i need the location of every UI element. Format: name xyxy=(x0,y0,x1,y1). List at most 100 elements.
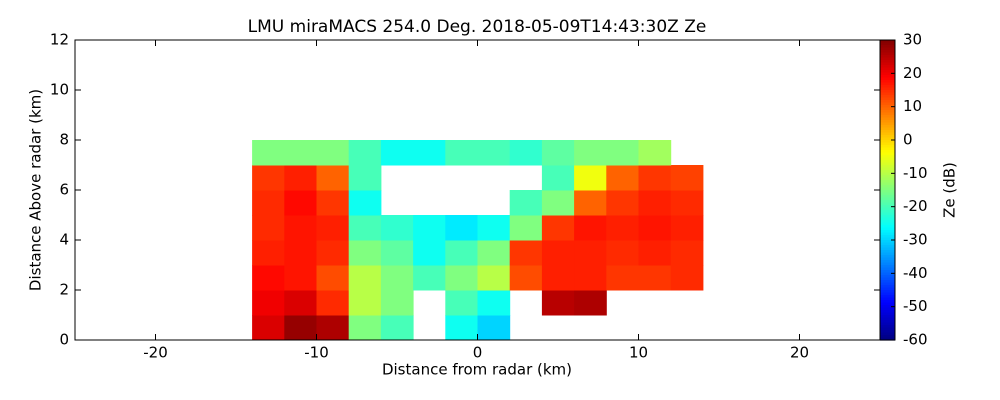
colorbar-swatch xyxy=(880,302,895,306)
cell xyxy=(477,240,511,266)
cell xyxy=(638,165,672,191)
colorbar-swatch xyxy=(880,135,895,139)
cell xyxy=(574,290,607,316)
colorbar-swatch xyxy=(880,97,895,101)
colorbar-swatch xyxy=(880,70,895,74)
colorbar-swatch xyxy=(880,210,895,214)
cell xyxy=(284,240,317,266)
colorbar-swatch xyxy=(880,195,895,199)
colorbar-swatch xyxy=(880,240,895,244)
colorbar-swatch xyxy=(880,215,895,219)
y-tick-label: 0 xyxy=(59,331,69,349)
colorbar-swatch xyxy=(880,245,895,249)
colorbar-swatch xyxy=(880,182,895,186)
colorbar-swatch xyxy=(880,92,895,96)
cell xyxy=(574,240,607,266)
colorbar-swatch xyxy=(880,282,895,286)
colorbar-swatch xyxy=(880,117,895,121)
cell xyxy=(541,290,575,316)
colorbar-swatch xyxy=(880,47,895,51)
cell xyxy=(413,140,446,166)
colorbar-swatch xyxy=(880,55,895,59)
cell xyxy=(670,240,704,266)
cell xyxy=(284,265,317,291)
colorbar-swatch xyxy=(880,62,895,66)
colorbar-swatch xyxy=(880,42,895,46)
colorbar-swatch xyxy=(880,105,895,109)
cell xyxy=(445,290,478,316)
colorbar-swatch xyxy=(880,52,895,56)
x-tick-label: -10 xyxy=(304,344,329,362)
cell xyxy=(541,240,575,266)
colorbar-swatch xyxy=(880,125,895,129)
cell xyxy=(574,190,607,216)
cell xyxy=(413,240,446,266)
cell xyxy=(348,215,382,241)
colorbar-tick-label: -30 xyxy=(903,231,928,249)
cell xyxy=(348,315,382,341)
y-tick-label: 4 xyxy=(59,231,69,249)
colorbar-swatch xyxy=(880,175,895,179)
cell xyxy=(348,165,382,191)
y-tick-label: 6 xyxy=(59,181,69,199)
colorbar-swatch xyxy=(880,332,895,336)
colorbar-swatch xyxy=(880,305,895,309)
colorbar-tick-label: -50 xyxy=(903,297,928,315)
cell xyxy=(413,215,446,241)
cell xyxy=(606,215,639,241)
colorbar-swatch xyxy=(880,107,895,111)
x-tick-label: 20 xyxy=(790,344,809,362)
colorbar-swatch xyxy=(880,317,895,321)
colorbar-swatch xyxy=(880,110,895,114)
colorbar-swatch xyxy=(880,225,895,229)
cell xyxy=(284,165,317,191)
colorbar-swatch xyxy=(880,190,895,194)
cell xyxy=(316,215,350,241)
colorbar-swatch xyxy=(880,50,895,54)
colorbar-swatch xyxy=(880,77,895,81)
cell xyxy=(380,290,414,316)
colorbar-swatch xyxy=(880,300,895,304)
cell xyxy=(477,140,511,166)
colorbar-swatch xyxy=(880,205,895,209)
colorbar-swatch xyxy=(880,237,895,241)
colorbar-swatch xyxy=(880,265,895,269)
cell xyxy=(638,265,672,291)
cell xyxy=(477,215,511,241)
cell xyxy=(509,190,543,216)
y-tick-label: 12 xyxy=(50,31,69,49)
cell xyxy=(541,165,575,191)
colorbar-swatch xyxy=(880,112,895,116)
colorbar-swatch xyxy=(880,325,895,329)
colorbar-swatch xyxy=(880,152,895,156)
cell xyxy=(670,190,704,216)
cell xyxy=(252,315,285,341)
colorbar-swatch xyxy=(880,60,895,64)
cell xyxy=(316,140,350,166)
cell xyxy=(509,140,543,166)
colorbar-swatch xyxy=(880,335,895,339)
cell xyxy=(316,165,350,191)
colorbar-swatch xyxy=(880,167,895,171)
colorbar-swatch xyxy=(880,262,895,266)
colorbar-swatch xyxy=(880,187,895,191)
cell xyxy=(284,140,317,166)
cell xyxy=(606,240,639,266)
x-axis-label: Distance from radar (km) xyxy=(382,361,572,379)
cell xyxy=(316,315,350,341)
cell xyxy=(445,140,478,166)
cell xyxy=(574,265,607,291)
colorbar-swatch xyxy=(880,115,895,119)
colorbar-swatch xyxy=(880,85,895,89)
colorbar-swatch xyxy=(880,270,895,274)
colorbar-swatch xyxy=(880,130,895,134)
colorbar-swatch xyxy=(880,120,895,124)
cell xyxy=(606,165,639,191)
colorbar-label: Ze (dB) xyxy=(941,162,959,218)
colorbar-swatch xyxy=(880,255,895,259)
cell xyxy=(670,165,704,191)
cell xyxy=(541,140,575,166)
colorbar-swatch xyxy=(880,222,895,226)
cell xyxy=(541,190,575,216)
cell xyxy=(670,215,704,241)
